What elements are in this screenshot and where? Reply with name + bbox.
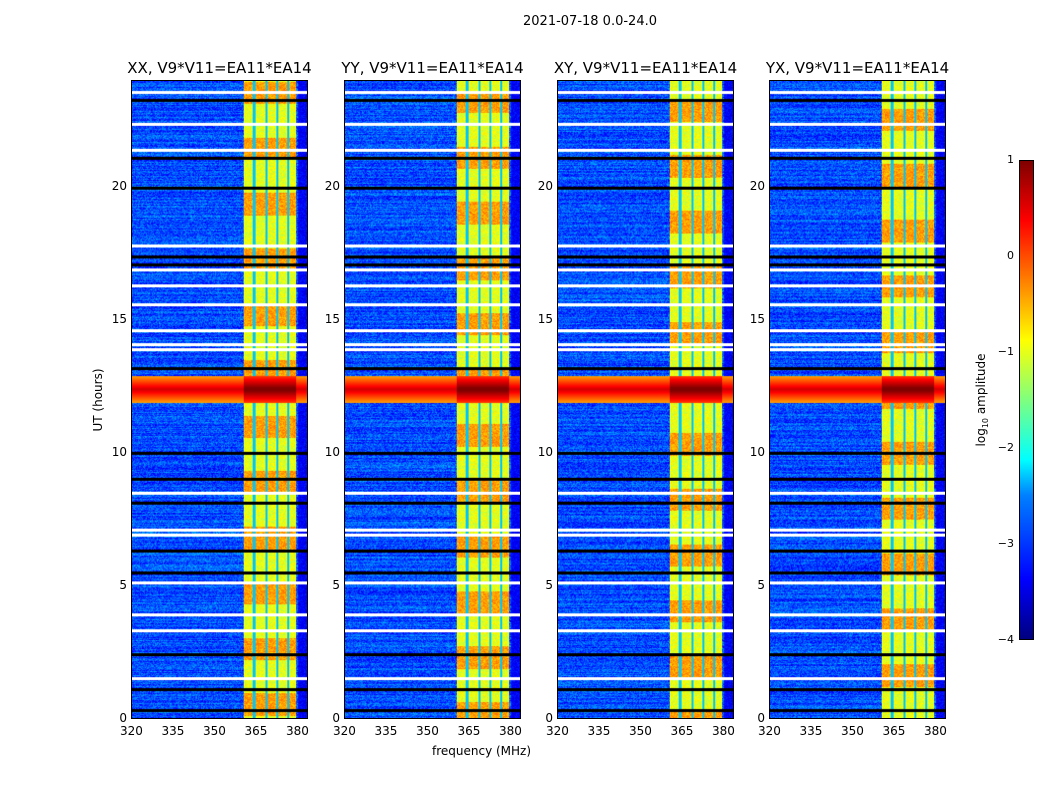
heatmap-cells (132, 81, 307, 718)
x-tick-label: 350 (628, 724, 652, 738)
x-tick-label: 335 (374, 724, 398, 738)
colorbar-tick-label: 1 (1007, 153, 1014, 166)
y-tick-label: 10 (324, 444, 340, 459)
y-tick-label: 15 (749, 311, 765, 326)
x-tick-label: 380 (711, 724, 735, 738)
x-tick-label: 365 (457, 724, 481, 738)
x-tick-label: 335 (799, 724, 823, 738)
colorbar-tick-label: −1 (997, 345, 1014, 358)
x-tick-label: 380 (498, 724, 522, 738)
y-tick-label: 0 (545, 711, 553, 725)
waterfall-heatmap-3 (557, 80, 734, 719)
x-tick-label: 320 (333, 724, 356, 738)
waterfall-heatmap-4 (769, 80, 946, 719)
x-tick-label: 335 (161, 724, 185, 738)
y-tick-label: 0 (332, 711, 340, 725)
colorbar-tick-label: −4 (997, 633, 1014, 646)
x-tick-label: 380 (285, 724, 309, 738)
y-tick-label: 20 (324, 178, 340, 193)
y-tick-label: 15 (324, 311, 340, 326)
panel-title: XY, V9*V11=EA11*EA14 (553, 59, 738, 77)
panel-title: XX, V9*V11=EA11*EA14 (127, 59, 312, 77)
colorbar (1019, 160, 1034, 640)
y-tick-label: 10 (111, 444, 127, 459)
heatmap-cells (345, 81, 520, 718)
x-tick-label: 320 (546, 724, 569, 738)
y-axis-label: UT (hours) (91, 368, 105, 432)
x-tick-label: 350 (202, 724, 226, 738)
heatmap-cells (558, 81, 733, 718)
x-tick-label: 350 (840, 724, 864, 738)
x-tick-label: 335 (587, 724, 611, 738)
colorbar-label: log10 amplitude (973, 353, 991, 447)
colorbar-tick-label: −3 (997, 537, 1014, 550)
colorbar-tick-label: 0 (1007, 249, 1014, 262)
y-tick-label: 10 (749, 444, 765, 459)
y-tick-label: 0 (119, 711, 127, 725)
y-tick-label: 15 (111, 311, 127, 326)
waterfall-heatmap-2 (344, 80, 521, 719)
waterfall-heatmap-1 (131, 80, 308, 719)
y-tick-label: 20 (749, 178, 765, 193)
x-tick-label: 320 (758, 724, 781, 738)
panel-title: YX, V9*V11=EA11*EA14 (765, 59, 950, 77)
colorbar-tick-label: −2 (997, 441, 1014, 454)
panel-title: YY, V9*V11=EA11*EA14 (341, 59, 524, 77)
y-tick-label: 0 (757, 711, 765, 725)
y-tick-label: 15 (537, 311, 553, 326)
x-tick-label: 380 (923, 724, 947, 738)
y-tick-label: 5 (119, 577, 127, 592)
x-tick-label: 365 (882, 724, 906, 738)
x-tick-label: 365 (670, 724, 694, 738)
x-tick-label: 320 (120, 724, 143, 738)
heatmap-cells (770, 81, 945, 718)
y-tick-label: 20 (537, 178, 553, 193)
y-tick-label: 10 (537, 444, 553, 459)
y-tick-label: 5 (757, 577, 765, 592)
y-tick-label: 5 (332, 577, 340, 592)
x-axis-label: frequency (MHz) (432, 744, 532, 758)
x-tick-label: 365 (244, 724, 268, 738)
x-tick-label: 350 (415, 724, 439, 738)
figure-title: 2021-07-18 0.0-24.0 (523, 14, 657, 29)
y-tick-label: 5 (545, 577, 553, 592)
y-tick-label: 20 (111, 178, 127, 193)
